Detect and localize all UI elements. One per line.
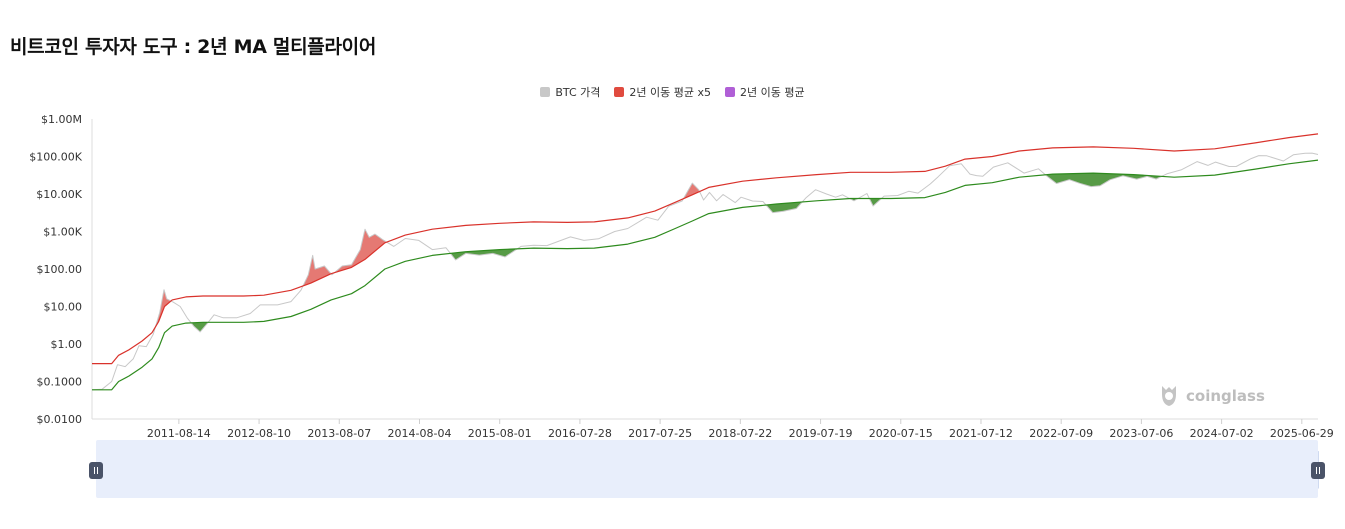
y-tick-label: $100.00K bbox=[29, 151, 82, 164]
legend-item-btc-price[interactable]: BTC 가격 bbox=[540, 84, 600, 100]
above-ma-x5-area bbox=[335, 230, 387, 273]
x-tick-label: 2013-08-07 bbox=[307, 427, 371, 440]
y-tick-label: $10.00 bbox=[44, 301, 83, 314]
watermark-text: coinglass bbox=[1186, 387, 1265, 405]
legend-swatch-btc-price bbox=[540, 87, 551, 97]
x-tick-label: 2024-07-02 bbox=[1190, 427, 1254, 440]
series-ma-line bbox=[92, 159, 1319, 391]
x-tick-label: 2019-07-19 bbox=[789, 427, 853, 440]
y-tick-label: $1.00 bbox=[51, 338, 83, 351]
x-tick-label: 2018-07-22 bbox=[708, 427, 772, 440]
y-tick-label: $1.00K bbox=[43, 226, 82, 239]
x-tick-label: 2014-08-04 bbox=[388, 427, 452, 440]
watermark: coinglass bbox=[1158, 384, 1265, 408]
y-tick-label: $1.00M bbox=[41, 113, 82, 126]
x-tick-label: 2012-08-10 bbox=[227, 427, 291, 440]
y-tick-label: $10.00K bbox=[36, 188, 82, 201]
zoom-handle-right[interactable] bbox=[1311, 462, 1325, 479]
legend-label-ma: 2년 이동 평균 bbox=[740, 86, 805, 99]
page-title: 비트코인 투자자 도구 : 2년 MA 멀티플라이어 bbox=[10, 36, 376, 58]
x-tick-label: 2015-08-01 bbox=[468, 427, 532, 440]
coinglass-logo-icon bbox=[1162, 386, 1176, 406]
legend-item-ma[interactable]: 2년 이동 평균 bbox=[725, 84, 805, 100]
series-btc-price-line bbox=[91, 152, 1319, 391]
y-tick-label: $0.0100 bbox=[37, 413, 83, 426]
series-ma-x5-line bbox=[92, 133, 1319, 365]
x-tick-label: 2020-07-15 bbox=[869, 427, 933, 440]
x-tick-label: 2011-08-14 bbox=[147, 427, 211, 440]
below-ma-area bbox=[192, 322, 208, 332]
x-tick-label: 2023-07-06 bbox=[1109, 427, 1173, 440]
x-tick-label: 2025-06-29 bbox=[1270, 427, 1334, 440]
x-tick-label: 2016-07-28 bbox=[548, 427, 612, 440]
chart-legend: BTC 가격 2년 이동 평균 x5 2년 이동 평균 bbox=[0, 84, 1345, 100]
x-tick-label: 2022-07-09 bbox=[1029, 427, 1093, 440]
legend-swatch-ma bbox=[725, 87, 736, 97]
above-ma-x5-area bbox=[683, 183, 699, 199]
legend-label-ma-x5: 2년 이동 평균 x5 bbox=[629, 86, 712, 99]
below-ma-area bbox=[1046, 173, 1162, 187]
x-tick-label: 2017-07-25 bbox=[628, 427, 692, 440]
legend-item-ma-x5[interactable]: 2년 이동 평균 x5 bbox=[614, 84, 711, 100]
zoom-navigator[interactable] bbox=[96, 440, 1318, 498]
y-tick-label: $100.00 bbox=[37, 263, 83, 276]
above-ma-x5-area bbox=[303, 255, 330, 286]
y-tick-label: $0.1000 bbox=[37, 376, 83, 389]
zoom-handle-left[interactable] bbox=[89, 462, 103, 479]
legend-swatch-ma-x5 bbox=[614, 87, 625, 97]
legend-label-btc-price: BTC 가격 bbox=[555, 86, 601, 99]
x-tick-label: 2021-07-12 bbox=[949, 427, 1013, 440]
